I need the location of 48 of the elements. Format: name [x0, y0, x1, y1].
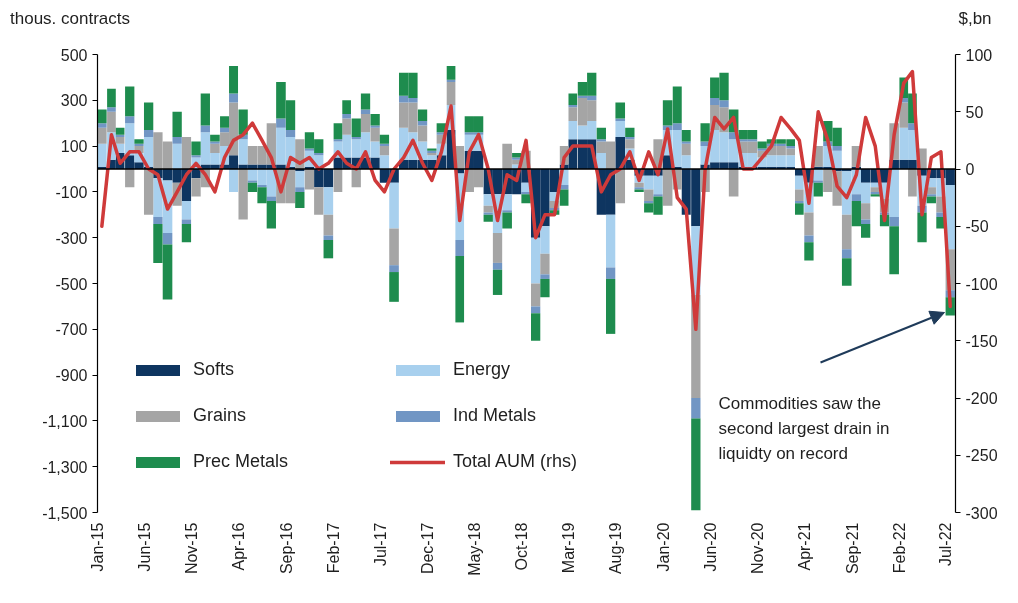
x-tick-label: Jul-22: [937, 522, 955, 567]
legend-label: Energy: [453, 359, 511, 380]
x-tick-label: Jan-15: [89, 522, 106, 572]
x-tick-label: Nov-20: [749, 522, 767, 575]
annotation: Commodities saw the second largest drain in liquidty on record: [718, 393, 890, 463]
y2-tick-label: -50: [965, 218, 989, 236]
legend-label: Total AUM (rhs): [453, 451, 578, 472]
y-tick-label: -1,500: [42, 504, 88, 522]
x-tick-label: Apr-16: [230, 522, 248, 571]
x-tick-label: Jul-17: [371, 522, 389, 567]
x-tick-label: Feb-17: [325, 522, 343, 574]
x-tick-label: Jun-20: [701, 522, 719, 572]
x-tick-label: Sep-16: [277, 522, 295, 575]
x-tick-label: Apr-21: [796, 522, 814, 571]
y-tick-label: -1,100: [42, 412, 88, 430]
y-tick-label: -500: [55, 275, 88, 293]
y2-tick-label: -100: [965, 275, 998, 293]
y2-tick-label: 100: [965, 46, 993, 64]
y-tick-label: -100: [55, 183, 88, 201]
y-axis-title: thous. contracts: [10, 8, 131, 30]
y-tick-label: 500: [60, 46, 88, 64]
y2-tick-label: -200: [965, 390, 998, 407]
legend-label: Grains: [193, 405, 247, 426]
x-tick-label: Dec-17: [419, 522, 436, 575]
y-tick-label: 300: [60, 92, 88, 110]
x-tick-label: Feb-22: [890, 522, 908, 574]
y2-tick-label: 0: [965, 161, 975, 178]
y-tick-label: -1,300: [42, 458, 88, 476]
legend-label: Softs: [193, 359, 235, 380]
y-tick-label: -300: [55, 229, 88, 247]
x-tick-label: Nov-15: [183, 522, 201, 575]
y2-axis-title: $,bn: [957, 8, 993, 30]
y-tick-label: 100: [60, 138, 88, 156]
y2-tick-label: 50: [965, 103, 984, 121]
y2-tick-label: -300: [965, 504, 998, 522]
y2-tick-label: -150: [965, 332, 998, 350]
x-tick-label: May-18: [465, 522, 483, 576]
y-tick-label: -900: [55, 367, 88, 385]
legend-label: Ind Metals: [453, 405, 537, 426]
x-tick-label: Sep-21: [843, 522, 861, 575]
x-tick-label: Aug-19: [607, 522, 625, 575]
x-tick-label: Oct-18: [513, 522, 531, 571]
y-tick-label: -700: [55, 321, 88, 339]
x-tick-label: Mar-19: [559, 522, 577, 574]
x-tick-label: Jun-15: [135, 522, 153, 572]
y2-tick-label: -250: [965, 447, 998, 465]
x-tick-label: Jan-20: [654, 522, 672, 572]
legend-label: Prec Metals: [193, 451, 289, 472]
